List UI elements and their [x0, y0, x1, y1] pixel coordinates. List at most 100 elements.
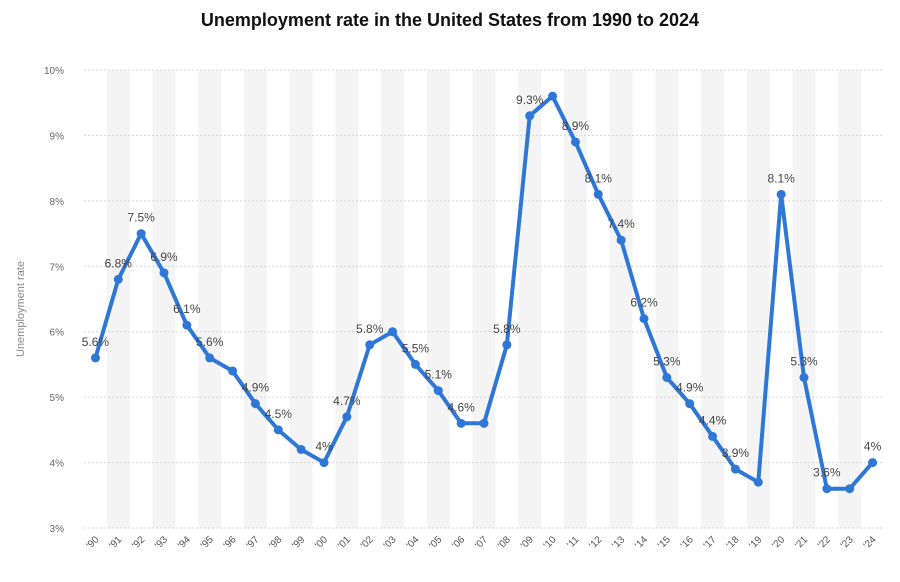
x-tick-label: '96: [222, 534, 239, 551]
data-label: 8.9%: [562, 119, 590, 133]
x-tick-label: '98: [267, 534, 284, 551]
data-point: [776, 189, 786, 199]
y-tick-label: 7%: [50, 262, 65, 273]
data-point: [250, 399, 260, 409]
x-tick-label: '17: [702, 534, 719, 551]
column-band: [152, 70, 176, 528]
data-point: [319, 458, 329, 468]
column-band: [655, 70, 679, 528]
data-point: [868, 458, 878, 468]
data-point: [616, 235, 626, 245]
column-band: [701, 70, 724, 528]
data-point: [296, 444, 306, 454]
column-band: [198, 70, 222, 528]
x-tick-label: '06: [450, 534, 467, 551]
data-point: [273, 425, 283, 435]
x-tick-label: '95: [199, 534, 216, 551]
x-tick-label: '09: [519, 534, 536, 551]
data-points: [90, 91, 878, 494]
x-tick-label: '18: [725, 534, 742, 551]
data-point: [639, 314, 649, 324]
column-band: [426, 70, 450, 528]
column-band: [838, 70, 862, 528]
x-tick-label: '15: [656, 534, 673, 551]
data-label: 4.4%: [699, 413, 727, 427]
data-label: 5.6%: [196, 335, 224, 349]
x-tick-label: '07: [473, 534, 490, 551]
column-band: [564, 70, 587, 528]
y-tick-label: 5%: [50, 393, 65, 404]
data-label: 3.6%: [813, 466, 841, 480]
data-point: [342, 412, 352, 422]
data-label: 4%: [864, 440, 882, 454]
x-tick-label: '92: [130, 534, 147, 551]
x-tick-label: '11: [565, 534, 582, 551]
x-tick-label: '21: [793, 534, 810, 551]
data-point: [388, 327, 398, 337]
data-point: [525, 111, 535, 121]
data-label: 7.4%: [607, 217, 635, 231]
data-point: [708, 431, 718, 441]
data-point: [822, 484, 832, 494]
x-tick-label: '19: [747, 534, 764, 551]
x-tick-label: '91: [107, 534, 124, 551]
data-label: 8.1%: [585, 171, 613, 185]
data-label: 5.5%: [402, 341, 430, 355]
data-label: 5.3%: [653, 355, 681, 369]
column-band: [335, 70, 359, 528]
data-label: 3.9%: [722, 446, 750, 460]
x-tick-label: '04: [405, 534, 422, 551]
data-point: [548, 91, 558, 101]
y-tick-label: 4%: [50, 459, 65, 470]
x-tick-label: '24: [862, 534, 879, 551]
y-axis-ticks: 3% 4% 5% 6% 7% 8% 9% 10%: [44, 66, 64, 535]
data-point: [90, 353, 100, 363]
data-label: 5.6%: [82, 335, 110, 349]
x-tick-label: '22: [816, 534, 833, 551]
x-tick-label: '97: [245, 534, 262, 551]
data-point: [570, 137, 580, 147]
x-tick-label: '00: [313, 534, 330, 551]
x-tick-label: '90: [85, 534, 102, 551]
data-label: 6.8%: [105, 256, 133, 270]
data-labels: 5.6% 6.8% 7.5% 6.9% 6.1% 5.6% 4.9% 4.5% 4% 4.7% 5.…: [82, 93, 882, 480]
data-point: [113, 274, 123, 284]
x-tick-label: '10: [542, 534, 559, 551]
x-tick-label: '05: [427, 534, 444, 551]
data-label: 4.9%: [676, 381, 704, 395]
chart-title: Unemployment rate in the United States f…: [200, 10, 700, 30]
data-label: 4.5%: [265, 407, 293, 421]
data-point: [753, 477, 763, 487]
data-point: [845, 484, 855, 494]
y-tick-label: 6%: [50, 328, 65, 339]
data-label: 9.3%: [516, 93, 544, 107]
data-point: [159, 268, 169, 278]
x-axis-ticks: '90 '91 '92 '93 '94 '95 '96 '97 '98 '99 '00 '01 '02 '…: [85, 534, 879, 551]
data-label: 6.1%: [173, 302, 201, 316]
x-tick-label: '23: [839, 534, 856, 551]
x-tick-label: '16: [679, 534, 696, 551]
x-tick-label: '93: [153, 534, 170, 551]
column-band: [381, 70, 404, 528]
x-tick-label: '01: [336, 534, 353, 551]
data-point: [182, 320, 192, 330]
data-label: 4.6%: [447, 400, 475, 414]
data-point: [502, 340, 512, 350]
x-tick-label: '03: [382, 534, 399, 551]
data-label: 4.9%: [242, 381, 270, 395]
data-label: 6.2%: [630, 296, 658, 310]
data-point: [662, 373, 672, 383]
data-label: 6.9%: [150, 250, 178, 264]
data-point: [685, 399, 695, 409]
x-tick-label: '14: [633, 534, 650, 551]
alternating-column-bands: [106, 70, 862, 528]
y-axis-label: Unemployment rate: [15, 261, 27, 357]
y-tick-label: 3%: [50, 524, 65, 535]
column-band: [472, 70, 496, 528]
data-point: [136, 229, 146, 239]
data-label: 5.3%: [790, 355, 818, 369]
data-label: 7.5%: [127, 211, 155, 225]
data-point: [799, 373, 809, 383]
column-band: [244, 70, 267, 528]
